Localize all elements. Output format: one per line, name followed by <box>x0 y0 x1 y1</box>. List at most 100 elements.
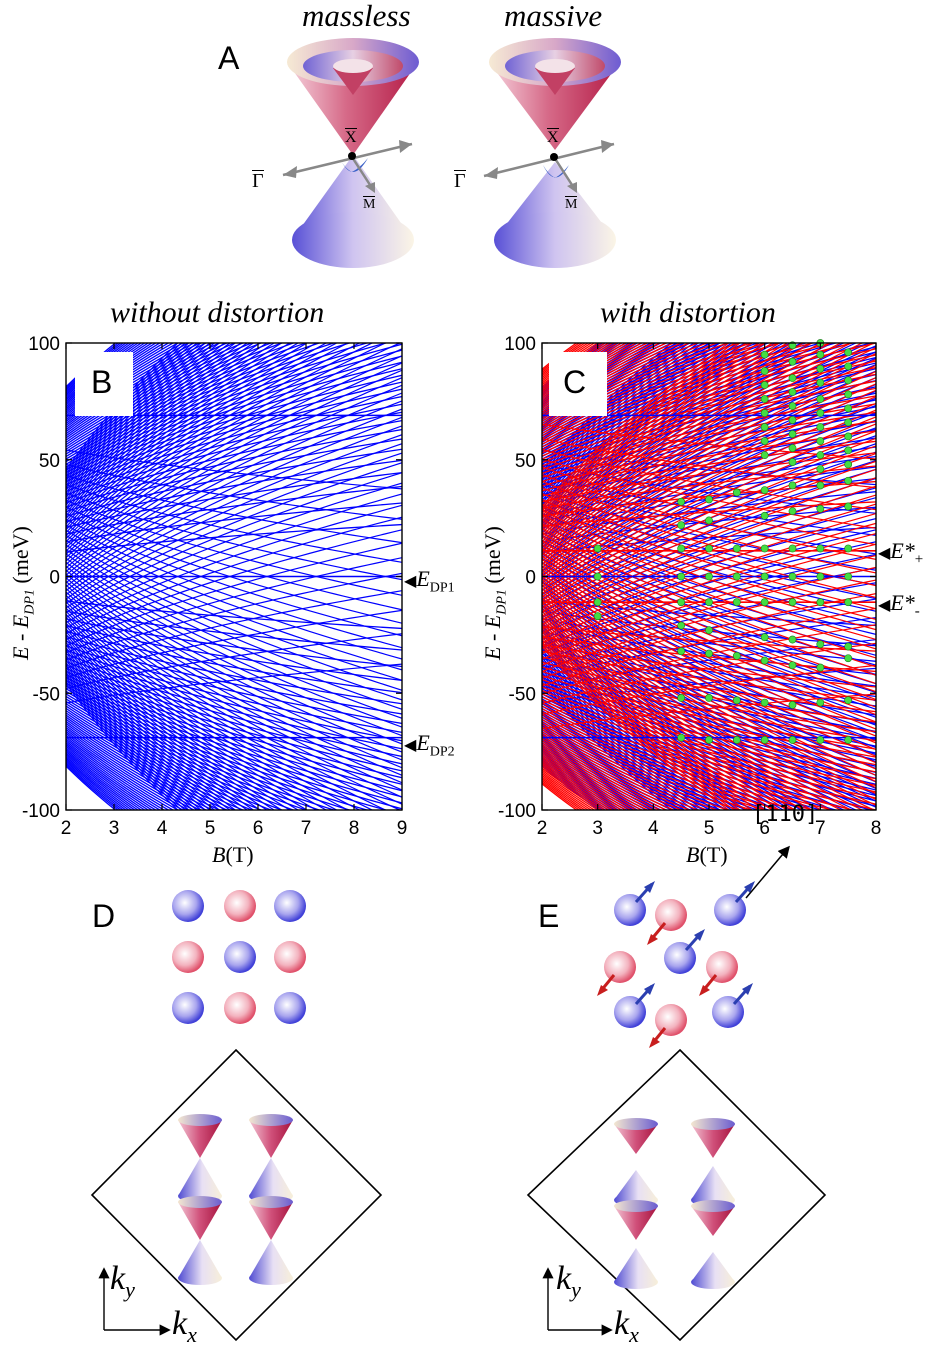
dp2-up-fan-level-47 <box>66 652 237 810</box>
dp2-down-fan-level-51 <box>66 343 216 491</box>
red-dp2-up-level-46 <box>542 624 789 810</box>
cones-e <box>614 1118 735 1289</box>
red-dp2-down-level-3 <box>542 642 876 704</box>
data-point-22 <box>732 488 741 497</box>
red-dp2-up-level-37 <box>542 599 876 810</box>
red-dp2-down-level-28 <box>542 396 876 581</box>
dp2-down-fan-level-12 <box>66 482 402 619</box>
dp2-down-fan-level-18 <box>542 443 876 592</box>
dp2-down-fan-level-31 <box>66 343 374 546</box>
dp2-up-fan-level-40 <box>66 634 283 810</box>
x-tick-label-2: 2 <box>537 818 548 839</box>
dp1-up-level-25 <box>66 343 322 455</box>
dp1-down-level-54 <box>66 755 133 810</box>
data-point-16 <box>705 572 713 581</box>
data-point-32 <box>760 395 769 403</box>
red-dp2-down-level-17 <box>542 477 876 622</box>
data-point-36 <box>760 451 769 459</box>
data-point-17 <box>705 598 713 607</box>
red-down-level-29 <box>542 733 709 810</box>
dp2-down-fan-level-16 <box>66 443 402 600</box>
dp2-up-fan-level-45 <box>66 647 249 810</box>
data-point-59 <box>788 598 797 607</box>
dp2-down-fan-level-3 <box>66 609 402 679</box>
red-dp2-down-level-33 <box>542 364 876 565</box>
panel-e-label: E <box>538 898 560 934</box>
dp1-down-level-48 <box>66 745 154 810</box>
red-dp2-down-level-1 <box>542 693 876 730</box>
red-dp2-up-level-35 <box>542 594 876 801</box>
dp2-down-fan-level-5 <box>66 572 402 661</box>
dp2-up-fan-level-17 <box>66 557 402 719</box>
red-dp2-down-level-48 <box>542 343 774 524</box>
dp1-down-level-15 <box>66 670 402 779</box>
data-point-61 <box>788 661 797 670</box>
k-axes-e <box>542 1267 613 1336</box>
data-point-25 <box>732 598 741 607</box>
dp2-down-fan-level-1 <box>66 663 402 704</box>
massless-cone <box>282 38 419 268</box>
data-point-58 <box>788 572 797 581</box>
red-dp2-down-level-51 <box>542 343 754 517</box>
panel-c-label: C <box>563 364 587 400</box>
x-tick-label-3: 3 <box>109 818 120 839</box>
dp2-up-fan-level-21 <box>66 573 402 753</box>
red-up-level-15 <box>542 360 876 457</box>
dp2-down-fan-level-48 <box>66 343 231 499</box>
dp1-down-level-51 <box>66 750 143 810</box>
y-tick-label--100: -100 <box>498 801 536 822</box>
data-point-62 <box>788 701 797 709</box>
dp2-up-fan-level-14 <box>66 544 402 691</box>
data-point-6 <box>677 544 686 553</box>
dp2-up-fan-level-31 <box>66 607 374 810</box>
data-point-69 <box>816 409 825 417</box>
data-point-45 <box>760 736 769 744</box>
dp2-down-fan-level-10 <box>66 504 402 629</box>
data-point-28 <box>732 736 741 744</box>
dp2-up-fan-level-36 <box>66 622 318 810</box>
direction-label-110: [110] <box>752 802 819 827</box>
dp2-up-fan-level-43 <box>542 642 768 810</box>
ky-label-e: ky <box>556 1260 581 1302</box>
data-point-11 <box>677 694 686 702</box>
data-point-76 <box>816 544 825 553</box>
x-tick-label-8: 8 <box>349 818 360 839</box>
chart-c: 2 3 4 5 6 7 8 100 50 0 -50 -100 <box>498 334 881 839</box>
red-dp2-down-level-38 <box>542 343 864 551</box>
cones-d <box>178 1114 293 1285</box>
x-tick-label-6: 6 <box>759 818 770 839</box>
dp2-down-fan-level-18 <box>66 425 402 592</box>
red-down-level-26 <box>542 726 742 810</box>
red-down-level-44 <box>542 764 615 810</box>
dp2-down-fan-level-54 <box>66 343 202 484</box>
dp2-up-fan-level-7 <box>66 506 402 611</box>
panel-b-label: B <box>91 364 113 400</box>
y-tick-label--50: -50 <box>33 684 60 705</box>
dp2-down-fan-level-35 <box>66 343 328 534</box>
dp2-up-fan-level-30 <box>66 604 387 810</box>
dp2-down-fan-level-48 <box>542 343 733 499</box>
x-axis-label-c: B(T) <box>686 842 728 867</box>
red-down-level-10 <box>542 679 876 758</box>
dp1-down-level-36 <box>66 722 214 810</box>
data-point-48 <box>788 374 797 382</box>
data-point-97 <box>844 642 853 651</box>
dp1-down-level-37 <box>66 724 208 810</box>
red-down-level-36 <box>542 748 655 810</box>
data-point-35 <box>760 437 769 445</box>
data-point-34 <box>760 423 769 431</box>
data-point-70 <box>816 423 825 431</box>
dp2-down-fan-level-24 <box>66 377 402 569</box>
dp1-down-level-14 <box>542 667 876 761</box>
red-dp2-down-level-16 <box>542 485 876 626</box>
dp1-down-level-52 <box>542 752 627 810</box>
dp2-down-fan-level-52 <box>66 343 211 489</box>
y-tick-label--50: -50 <box>509 684 536 705</box>
dp2-down-fan-level-29 <box>66 343 402 552</box>
data-point-4 <box>677 497 686 506</box>
dp1-down-level-47 <box>66 743 157 810</box>
data-point-43 <box>760 656 769 665</box>
dp2-down-fan-level-15 <box>66 452 402 604</box>
dp2-up-fan-level-48 <box>66 654 231 810</box>
